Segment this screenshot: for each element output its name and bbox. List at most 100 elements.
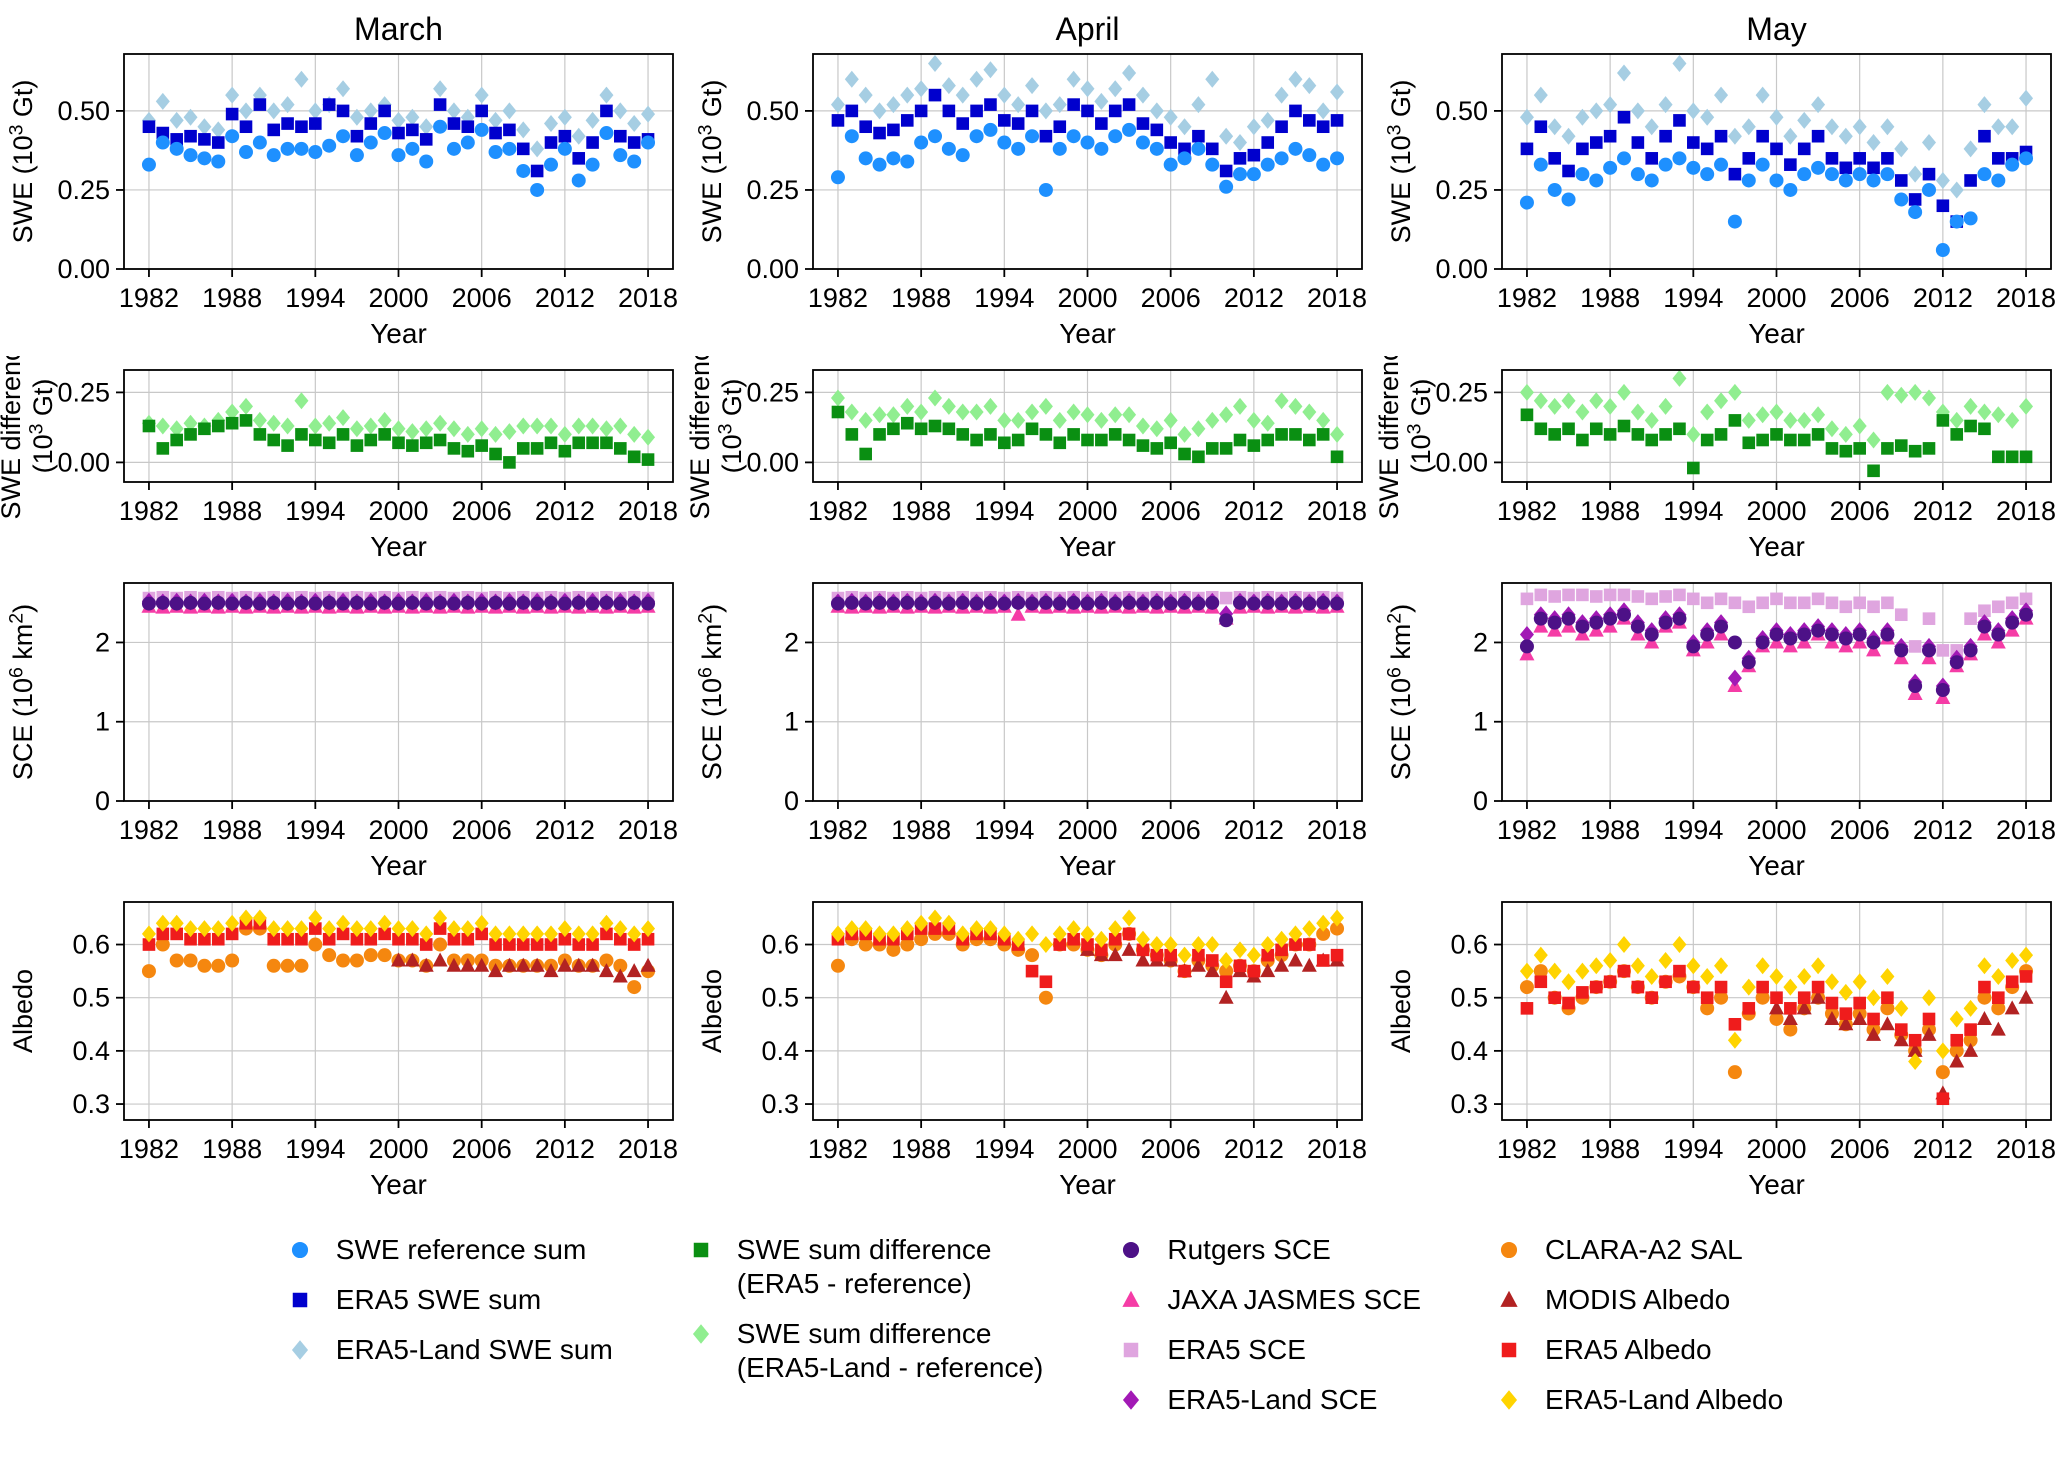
x-tick-label: 2018	[618, 1134, 678, 1164]
chart-swe-may: 1982 1988 1994 2000 2006 2012 2018 0.00 0.25 0.50…	[1384, 11, 2057, 349]
x-axis-label: Year	[1059, 850, 1116, 881]
x-tick-label: 2012	[535, 1134, 595, 1164]
x-tick-label: 2018	[1996, 815, 2056, 845]
x-tick-label: 2012	[1913, 496, 1973, 526]
x-tick-label: 2012	[1224, 815, 1284, 845]
y-axis-label: (103 Gt)	[26, 379, 58, 474]
legend-column-swe-difference: SWE sum difference (ERA5 - reference) SW…	[685, 1233, 1044, 1417]
series-diff-era5land	[830, 389, 1345, 443]
legend-item-era5-swe-sum: ERA5 SWE sum	[284, 1283, 613, 1317]
y-tick-label: 0.3	[761, 1089, 799, 1119]
chart-swe-march: 1982 1988 1994 2000 2006 2012 2018 0.00 0.25 0.50…	[6, 11, 679, 349]
era5-land-sce-marker-icon	[1123, 1390, 1140, 1410]
series-sce-era5	[1520, 588, 2033, 657]
series-alb-era5land	[141, 909, 656, 943]
legend-label: MODIS Albedo	[1545, 1284, 1731, 1315]
chart-sce-march: 1982 1988 1994 2000 2006 2012 2018 0 1 2 Year SCE (…	[6, 582, 679, 881]
x-tick-label: 1994	[1663, 283, 1723, 313]
series-swe-era5land	[830, 54, 1345, 152]
y-tick-label: 0.6	[1450, 930, 1488, 960]
y-axis-label: SCE (106 km2)	[695, 604, 727, 780]
x-tick-label: 1988	[1580, 496, 1640, 526]
x-tick-label: 2000	[1746, 1134, 1806, 1164]
x-tick-label: 2000	[1057, 815, 1117, 845]
legend-column-sce: Rutgers SCE JAXA JASMES SCE ERA5 SCE ERA…	[1115, 1233, 1421, 1417]
era5-land-swe-sum-marker-icon	[291, 1340, 308, 1360]
axes: 1982 1988 1994 2000 2006 2012 2018 0.3 0.4 0.5 0.6…	[697, 930, 1367, 1200]
legend-item-swe-sum-difference-era5: SWE sum difference (ERA5 - reference)	[685, 1233, 1044, 1301]
legend-label: ERA5 SCE	[1167, 1334, 1306, 1365]
legend-item-era5-albedo: ERA5 Albedo	[1493, 1333, 1783, 1367]
x-tick-label: 2000	[1746, 283, 1806, 313]
x-tick-label: 1994	[974, 283, 1034, 313]
y-tick-label: 0.50	[1435, 96, 1488, 126]
x-axis-label: Year	[1059, 1169, 1116, 1200]
y-tick-label: 0.00	[746, 447, 799, 477]
y-tick-label: 2	[784, 627, 799, 657]
axes: 1982 1988 1994 2000 2006 2012 2018 0 1 2 Year SCE (…	[6, 604, 679, 881]
x-tick-label: 1982	[1497, 496, 1557, 526]
panel-swe-may: 1982 1988 1994 2000 2006 2012 2018 0.00 0.25 0.50…	[1378, 6, 2067, 356]
panel-swe-difference-may: 1982 1988 1994 2000 2006 2012 2018 0.00 0.25 Year…	[1374, 332, 2067, 569]
y-tick-label: 0.6	[72, 930, 110, 960]
legend-item-era5-sce: ERA5 SCE	[1115, 1333, 1421, 1367]
x-tick-label: 1982	[808, 1134, 868, 1164]
x-tick-label: 2000	[368, 1134, 428, 1164]
x-tick-label: 1994	[285, 1134, 345, 1164]
x-tick-label: 1994	[1663, 815, 1723, 845]
y-tick-label: 2	[95, 627, 110, 657]
panel-swe-april: 1982 1988 1994 2000 2006 2012 2018 0.00 0.25 0.50…	[689, 6, 1378, 356]
x-tick-label: 1982	[808, 283, 868, 313]
x-axis-label: Year	[1748, 318, 1805, 349]
x-axis-label: Year	[370, 850, 427, 881]
legend-label: JAXA JASMES SCE	[1167, 1284, 1422, 1315]
x-tick-label: 2000	[1057, 1134, 1117, 1164]
axes: 1982 1988 1994 2000 2006 2012 2018 0.3 0.4 0.5 0.6…	[8, 930, 678, 1200]
x-tick-label: 2006	[1830, 1134, 1890, 1164]
y-axis-label: SWE (103 Gt)	[6, 80, 38, 244]
legend-item-jaxa-jasmes-sce: JAXA JASMES SCE	[1115, 1283, 1421, 1317]
x-axis-label: Year	[1748, 1169, 1805, 1200]
y-axis-label: SCE (106 km2)	[6, 604, 38, 780]
x-tick-label: 1994	[1663, 496, 1723, 526]
y-tick-label: 0	[1473, 786, 1488, 816]
x-tick-label: 1988	[1580, 1134, 1640, 1164]
y-tick-label: 0.50	[746, 96, 799, 126]
x-axis-label: Year	[1748, 531, 1805, 562]
y-axis-label: SWE (103 Gt)	[695, 80, 727, 244]
clara-a2-sal-marker-icon	[1500, 1241, 1518, 1259]
axes: 1982 1988 1994 2000 2006 2012 2018 0.00 0.25 Year…	[0, 332, 678, 562]
x-tick-label: 1994	[974, 815, 1034, 845]
legend-label: CLARA-A2 SAL	[1545, 1234, 1743, 1265]
x-tick-label: 2006	[452, 1134, 512, 1164]
swe-difference-era5-land-marker-icon	[692, 1324, 709, 1344]
axes: 1982 1988 1994 2000 2006 2012 2018 0.00 0.25 0.50…	[1384, 11, 2057, 349]
x-tick-label: 1988	[1580, 283, 1640, 313]
x-tick-label: 2012	[1913, 1134, 1973, 1164]
legend-label: SWE reference sum	[335, 1234, 587, 1265]
axes: 1982 1988 1994 2000 2006 2012 2018 0 1 2 Year SCE (…	[695, 604, 1368, 881]
x-tick-label: 1982	[119, 815, 179, 845]
x-tick-label: 2006	[452, 496, 512, 526]
gridlines	[1502, 54, 2051, 270]
x-tick-label: 1988	[891, 1134, 951, 1164]
x-tick-label: 2012	[1913, 283, 1973, 313]
legend-column-swe: SWE reference sum ERA5 SWE sum ERA5-Land…	[284, 1233, 613, 1417]
y-tick-label: 0.25	[746, 175, 799, 205]
panel-sce-april: 1982 1988 1994 2000 2006 2012 2018 0 1 2 Year SCE (…	[689, 569, 1378, 888]
x-tick-label: 1988	[891, 283, 951, 313]
y-axis-label: Albedo	[697, 969, 727, 1053]
series-diff-era5land	[1519, 369, 2034, 449]
swe-difference-era5-marker-icon	[693, 1242, 709, 1258]
legend-item-clara-a2-sal: CLARA-A2 SAL	[1493, 1233, 1783, 1267]
axes: 1982 1988 1994 2000 2006 2012 2018 0.3 0.4 0.5 0.6…	[1386, 930, 2056, 1200]
y-tick-label: 0.4	[761, 1036, 799, 1066]
y-tick-label: 0.25	[57, 377, 110, 407]
y-tick-label: 0.4	[72, 1036, 110, 1066]
x-tick-label: 1994	[285, 815, 345, 845]
x-tick-label: 2018	[1307, 283, 1367, 313]
swe-reference-sum-marker-icon	[291, 1241, 308, 1259]
axes: 1982 1988 1994 2000 2006 2012 2018 0.00 0.25 0.50…	[6, 11, 679, 349]
y-axis-label: SWE difference	[1378, 356, 1404, 520]
x-tick-label: 2012	[535, 815, 595, 845]
